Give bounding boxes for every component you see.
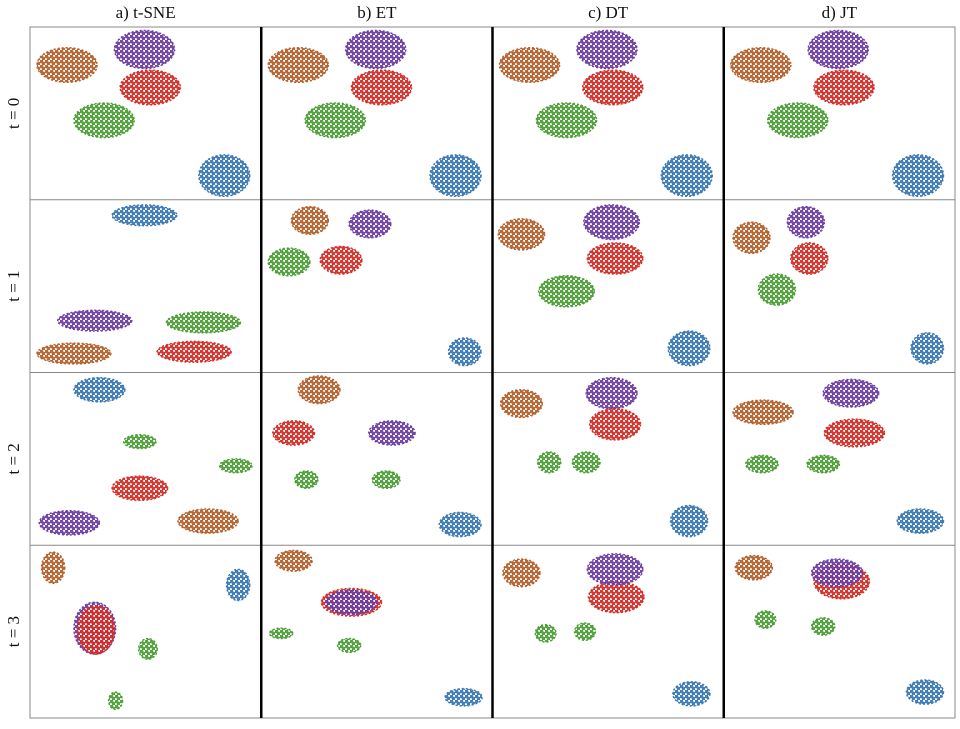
point-cluster [57,309,133,332]
point-cluster [535,102,598,139]
point-cluster [119,69,182,106]
point-cluster [536,451,562,474]
point-cluster [272,420,316,446]
row-label: t = 2 [4,443,23,474]
point-cluster [497,218,546,251]
point-cluster [766,102,829,139]
point-cluster [672,680,711,707]
point-cluster [810,617,836,636]
point-cluster [538,275,595,308]
point-cluster [499,389,543,419]
point-cluster [581,69,644,106]
point-cluster [73,102,135,139]
point-cluster [806,454,841,474]
row-label: t = 1 [4,270,23,301]
point-cluster [732,221,771,255]
point-cluster [40,551,66,585]
point-cluster [348,209,392,239]
point-cluster [268,627,294,640]
point-cluster [137,637,158,661]
point-cluster [267,46,330,84]
point-cluster [304,102,367,139]
column-title: c) DT [588,3,629,22]
point-cluster [36,46,98,84]
point-cluster [225,568,251,602]
point-cluster [910,332,945,365]
point-cluster [498,46,561,84]
column-title: b) ET [357,3,397,22]
point-cluster [344,29,407,70]
point-cluster [444,687,483,707]
point-cluster [587,580,645,614]
point-cluster [218,458,253,474]
point-cluster [336,637,362,654]
point-cluster [786,205,826,239]
point-cluster [891,154,945,198]
point-cluster [73,376,126,403]
point-cluster [586,242,644,275]
point-cluster [267,247,311,277]
point-cluster [294,470,319,489]
point-cluster [583,204,641,241]
point-cluster [588,408,642,441]
point-cluster [810,558,864,588]
point-cluster [734,554,774,581]
row-label: t = 3 [4,616,23,647]
point-cluster [371,470,401,489]
point-cluster [502,558,541,588]
point-cluster [198,154,251,198]
point-cluster [571,451,601,474]
point-cluster [76,604,116,655]
point-cluster [573,622,597,642]
row-label: t = 0 [4,98,23,129]
point-cluster [319,245,363,275]
point-cluster [290,205,330,236]
point-cluster [107,691,124,711]
point-cluster [790,242,829,275]
point-cluster [732,399,794,426]
point-cluster [757,273,797,306]
point-cluster [813,69,875,106]
point-cluster [744,454,779,474]
point-cluster [156,340,232,363]
point-cluster [586,553,644,586]
point-cluster [177,508,239,534]
point-cluster [585,376,638,410]
point-cluster [429,154,482,198]
point-cluster [669,504,709,538]
point-cluster [807,29,870,70]
point-cluster [438,511,482,538]
point-cluster [447,337,482,367]
point-cluster [660,154,713,198]
point-cluster [905,679,945,705]
point-cluster [368,420,416,446]
point-cluster [111,475,169,502]
point-cluster [822,378,880,408]
point-cluster [667,330,711,367]
point-cluster [325,589,378,616]
column-title: d) JT [822,3,858,22]
point-cluster [823,418,886,448]
point-cluster [36,342,112,365]
point-cluster [274,549,313,572]
point-cluster [729,46,792,84]
point-cluster [122,433,157,450]
point-cluster [754,610,777,629]
point-cluster [896,508,945,534]
point-cluster [576,29,638,70]
point-cluster [38,509,101,536]
point-cluster [350,69,413,106]
column-title: a) t-SNE [116,3,176,22]
point-cluster [113,29,176,70]
point-cluster [165,311,242,334]
point-cluster [534,623,557,643]
point-cluster [111,204,178,227]
point-cluster [297,375,341,405]
